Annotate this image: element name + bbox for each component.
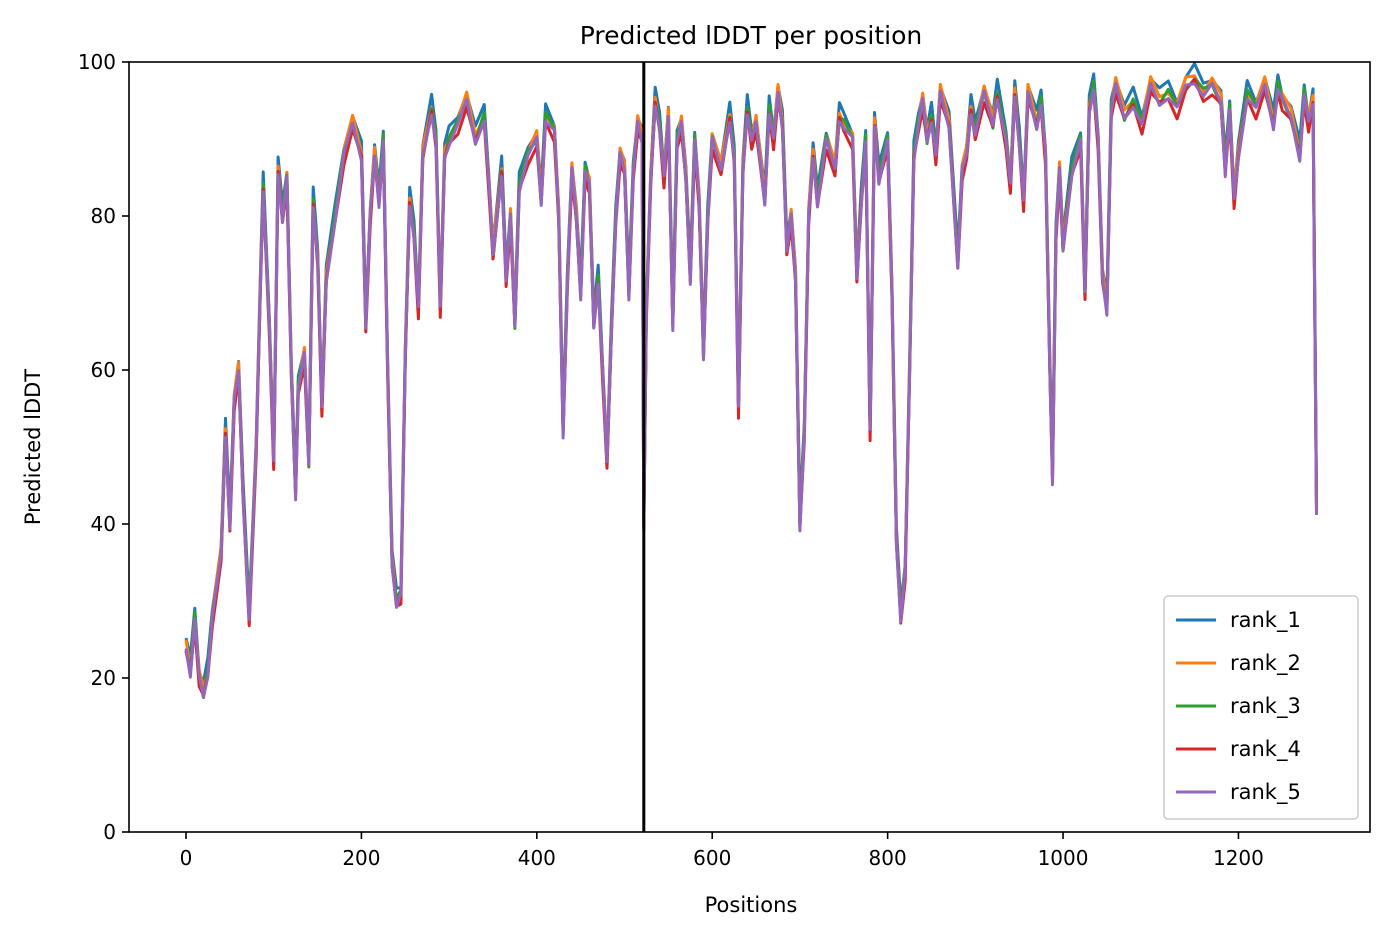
legend: rank_1 rank_2 rank_3 rank_4 rank_5 [1163,595,1359,820]
x-tick-label: 400 [518,846,556,870]
series-line-rank-3 [184,77,1318,700]
x-tick-label: 800 [869,846,907,870]
x-tick-label: 1200 [1213,846,1264,870]
y-tick-label: 80 [91,204,116,228]
x-axis: 0 200 400 600 800 1000 1200 [180,832,1264,870]
x-tick-label: 0 [180,846,193,870]
series-layer [184,62,1318,700]
y-tick-label: 40 [91,512,116,536]
x-tick-label: 200 [342,846,380,870]
y-tick-label: 0 [103,820,116,844]
legend-label-rank-1: rank_1 [1230,608,1301,633]
y-tick-label: 60 [91,358,116,382]
x-tick-label: 1000 [1038,846,1089,870]
y-tick-label: 20 [91,666,116,690]
y-axis-title: Predicted lDDT [21,369,45,525]
series-line-rank-1 [184,62,1318,684]
chart-title: Predicted lDDT per position [580,21,922,50]
series-line-rank-2 [184,74,1318,690]
y-tick-label: 100 [78,50,116,74]
x-axis-title: Positions [705,893,798,917]
plot-frame [128,61,1371,833]
legend-label-rank-3: rank_3 [1230,694,1301,719]
series-line-rank-4 [184,77,1318,697]
x-tick-label: 600 [693,846,731,870]
legend-label-rank-4: rank_4 [1230,737,1301,762]
series-line-rank-5 [184,81,1318,699]
y-axis: 0 20 40 60 80 100 [78,50,129,844]
legend-label-rank-2: rank_2 [1230,651,1301,676]
legend-label-rank-5: rank_5 [1230,780,1301,805]
legend-box [1163,595,1359,820]
